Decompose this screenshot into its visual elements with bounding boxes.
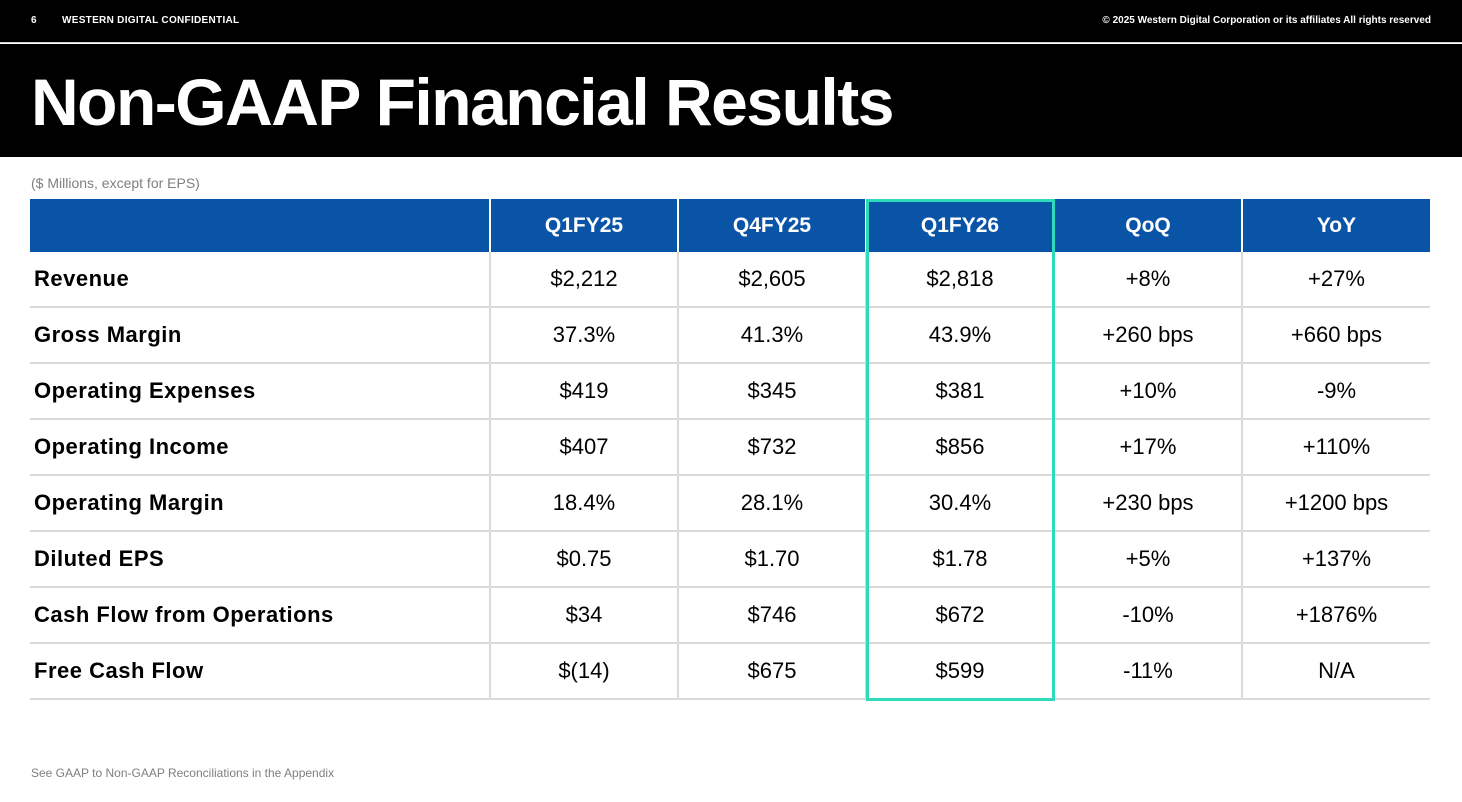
table-cell: -9%	[1242, 363, 1430, 420]
table-cell: +5%	[1054, 531, 1243, 588]
table-cell: $599	[866, 643, 1055, 700]
table-cell: 28.1%	[678, 475, 867, 532]
table-cell: 18.4%	[490, 475, 679, 532]
table-row: Cash Flow from Operations $34 $746 $672 …	[30, 587, 1430, 644]
column-header: Q4FY25	[678, 199, 867, 252]
title-banner: Non-GAAP Financial Results	[0, 44, 1462, 157]
table-cell: $1.78	[866, 531, 1055, 588]
top-bar: 6 WESTERN DIGITAL CONFIDENTIAL © 2025 We…	[0, 0, 1462, 43]
table-cell: +27%	[1242, 252, 1430, 308]
table-row: Revenue $2,212 $2,605 $2,818 +8% +27%	[30, 252, 1430, 308]
copyright-notice: © 2025 Western Digital Corporation or it…	[1102, 15, 1431, 26]
table-header-row: Q1FY25 Q4FY25 Q1FY26 QoQ YoY	[30, 199, 1430, 252]
table-cell: +260 bps	[1054, 307, 1243, 364]
row-label: Operating Margin	[30, 475, 491, 532]
table-cell: +110%	[1242, 419, 1430, 476]
table-cell: 37.3%	[490, 307, 679, 364]
table-cell: +137%	[1242, 531, 1430, 588]
table-cell: $1.70	[678, 531, 867, 588]
table-row: Gross Margin 37.3% 41.3% 43.9% +260 bps …	[30, 307, 1430, 364]
row-label: Revenue	[30, 252, 491, 308]
table-row: Free Cash Flow $(14) $675 $599 -11% N/A	[30, 643, 1430, 700]
row-label: Operating Expenses	[30, 363, 491, 420]
table-cell: 41.3%	[678, 307, 867, 364]
table-cell: N/A	[1242, 643, 1430, 700]
table-cell: $(14)	[490, 643, 679, 700]
table-cell: $34	[490, 587, 679, 644]
row-label: Cash Flow from Operations	[30, 587, 491, 644]
row-label: Free Cash Flow	[30, 643, 491, 700]
row-label: Operating Income	[30, 419, 491, 476]
units-subtitle: ($ Millions, except for EPS)	[31, 175, 200, 191]
footnote: See GAAP to Non-GAAP Reconciliations in …	[31, 766, 335, 780]
table-cell: +17%	[1054, 419, 1243, 476]
table-cell: +8%	[1054, 252, 1243, 308]
table-cell: +1876%	[1242, 587, 1430, 644]
table-cell: $407	[490, 419, 679, 476]
row-label: Diluted EPS	[30, 531, 491, 588]
table-cell: $672	[866, 587, 1055, 644]
table-cell: $732	[678, 419, 867, 476]
financial-results-table: Q1FY25 Q4FY25 Q1FY26 QoQ YoY Revenue $2,…	[30, 199, 1430, 700]
table-cell: 30.4%	[866, 475, 1055, 532]
table-row: Operating Margin 18.4% 28.1% 30.4% +230 …	[30, 475, 1430, 532]
table-cell: $0.75	[490, 531, 679, 588]
table-cell: -11%	[1054, 643, 1243, 700]
table-row: Operating Income $407 $732 $856 +17% +11…	[30, 419, 1430, 476]
table-cell: $381	[866, 363, 1055, 420]
column-header: Q1FY25	[490, 199, 679, 252]
table-row: Operating Expenses $419 $345 $381 +10% -…	[30, 363, 1430, 420]
table-cell: -10%	[1054, 587, 1243, 644]
table-cell: $746	[678, 587, 867, 644]
table-cell: +10%	[1054, 363, 1243, 420]
table-cell: +1200 bps	[1242, 475, 1430, 532]
table-cell: $419	[490, 363, 679, 420]
row-label: Gross Margin	[30, 307, 491, 364]
page-number: 6	[31, 15, 37, 26]
table-cell: $675	[678, 643, 867, 700]
table-cell: +660 bps	[1242, 307, 1430, 364]
table-cell: 43.9%	[866, 307, 1055, 364]
table-row: Diluted EPS $0.75 $1.70 $1.78 +5% +137%	[30, 531, 1430, 588]
page-title: Non-GAAP Financial Results	[31, 65, 894, 139]
table-cell: $2,605	[678, 252, 867, 308]
confidential-label: WESTERN DIGITAL CONFIDENTIAL	[62, 15, 240, 26]
table-cell: $2,818	[866, 252, 1055, 308]
column-header: QoQ	[1054, 199, 1243, 252]
table-cell: $856	[866, 419, 1055, 476]
column-header-highlighted: Q1FY26	[866, 199, 1055, 252]
table-cell: +230 bps	[1054, 475, 1243, 532]
table-cell: $345	[678, 363, 867, 420]
column-header: YoY	[1242, 199, 1430, 252]
column-header	[30, 199, 491, 252]
table-cell: $2,212	[490, 252, 679, 308]
